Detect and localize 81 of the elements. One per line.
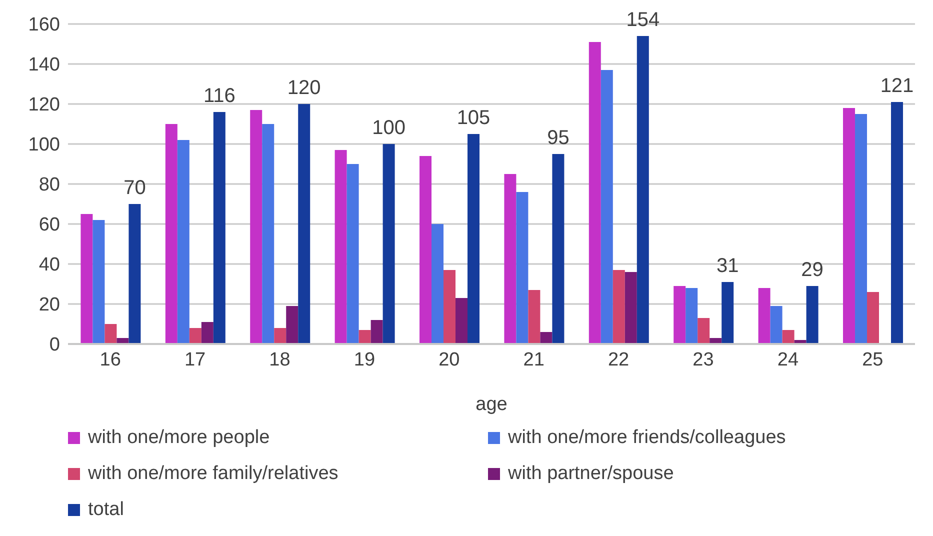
bar [552,154,564,344]
x-tick-label: 21 [523,349,544,370]
x-tick-label: 20 [438,349,460,370]
x-tick-label: 17 [184,349,206,370]
data-label: 95 [547,127,570,149]
bar [104,324,117,344]
y-tick-label: 120 [28,94,60,116]
bar [624,272,637,344]
bar [420,156,432,344]
bar [855,114,868,344]
bar [358,330,371,344]
bar [588,42,601,344]
bar [782,330,794,344]
x-tick-label: 24 [777,349,799,370]
bar [456,298,468,344]
bar [213,112,226,344]
bar [867,292,880,344]
bar [698,318,710,344]
bar [444,270,456,344]
x-tick-label: 25 [862,349,884,370]
bar [686,288,698,344]
bar [891,102,904,344]
bar [612,270,625,344]
bar [674,286,686,344]
data-label: 31 [716,255,739,277]
legend-label: total [88,498,124,522]
legend-label: with one/more friends/colleagues [508,426,786,450]
bar [334,150,347,344]
x-axis-title: age [476,394,508,415]
bar [346,164,359,344]
y-tick-label: 140 [28,54,60,76]
bar [382,144,395,344]
x-tick-label: 22 [608,349,630,370]
data-label: 154 [626,9,660,31]
bar [540,332,552,344]
bar [528,290,540,344]
legend-label: with partner/spouse [508,462,674,486]
bar [843,108,856,344]
data-label: 121 [880,75,914,97]
data-label: 100 [372,117,406,139]
bar [128,204,141,344]
data-label: 70 [124,177,146,199]
bar [600,70,613,344]
x-tick-label: 16 [100,349,121,370]
y-tick-label: 100 [28,134,60,156]
bar [274,328,286,344]
y-tick-label: 0 [49,334,60,356]
bar [370,320,383,344]
bar [504,174,516,344]
bar [806,286,818,344]
bar [286,306,298,344]
legend-label: with one/more family/relatives [88,462,338,486]
y-tick-label: 60 [38,214,60,236]
bar [165,124,178,344]
bar [298,104,310,344]
y-tick-label: 80 [38,174,60,196]
bar [722,282,734,344]
bar [636,36,649,344]
bar [80,214,93,344]
bar [432,224,444,344]
bar [250,110,262,344]
bar [770,306,782,344]
y-tick-label: 20 [38,294,60,316]
y-tick-label: 160 [28,14,60,36]
bar [92,220,105,344]
bar [201,322,214,344]
bar [468,134,480,344]
data-label: 120 [287,77,321,99]
bar [262,124,274,344]
legend-label: with one/more people [88,426,270,450]
x-tick-label: 18 [269,349,290,370]
y-tick-label: 40 [38,254,60,276]
bar [516,192,528,344]
x-tick-label: 19 [354,349,376,370]
bar [177,140,190,344]
data-label: 29 [801,259,824,281]
data-label: 116 [203,85,236,107]
x-tick-label: 23 [692,349,714,370]
bar [758,288,770,344]
data-label: 105 [456,107,490,129]
bar [189,328,202,344]
